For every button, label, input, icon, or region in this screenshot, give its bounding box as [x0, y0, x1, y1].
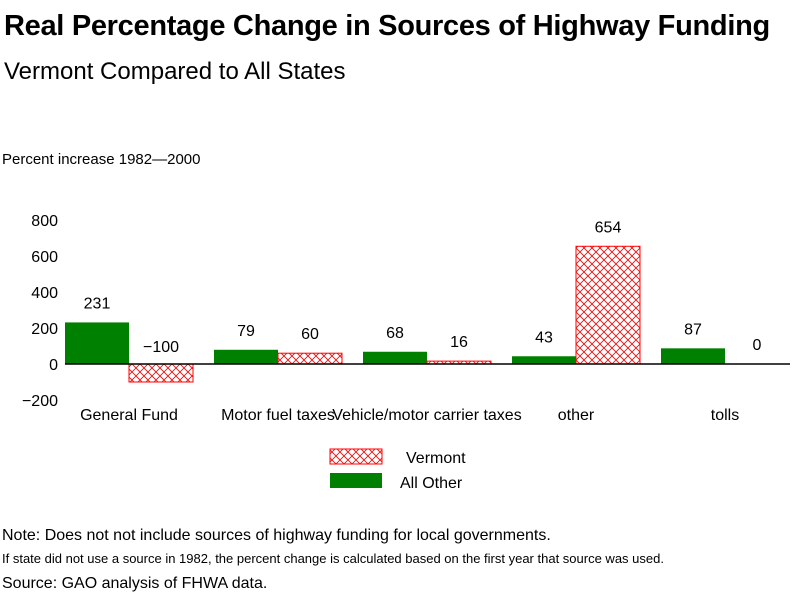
- data-label-vermont: 0: [753, 337, 762, 354]
- bar-all-other: [214, 349, 278, 364]
- legend-swatch-vermont: [329, 448, 383, 465]
- x-category-label: Motor fuel taxes: [221, 407, 335, 424]
- data-label-all-other: 87: [684, 321, 702, 338]
- bar-chart: −200 0 200 400 600 800 231 −100 79 60 68 16 43 654 87…: [22, 213, 790, 492]
- bar-all-other: [363, 351, 427, 364]
- footnote-text: If state did not use a source in 1982, t…: [2, 551, 664, 566]
- x-category-label: other: [558, 407, 595, 424]
- legend-swatch-all-other: [330, 473, 382, 488]
- y-tick-label: 800: [31, 213, 58, 230]
- chart-subtitle: Vermont Compared to All States: [4, 58, 346, 85]
- bar-all-other: [661, 348, 725, 364]
- bar-vermont: [575, 245, 641, 365]
- y-tick-label: 400: [31, 285, 58, 302]
- legend-label-all-other: All Other: [400, 475, 463, 492]
- bar-all-other: [65, 322, 129, 364]
- y-tick-label: −200: [22, 393, 58, 410]
- data-label-vermont: 60: [301, 326, 319, 343]
- y-tick-label: 0: [49, 357, 58, 374]
- x-category-label: tolls: [711, 407, 739, 424]
- legend-label-vermont: Vermont: [406, 450, 466, 467]
- data-label-all-other: 68: [386, 325, 404, 342]
- x-category-label: General Fund: [80, 407, 178, 424]
- y-tick-label: 600: [31, 249, 58, 266]
- data-label-vermont: −100: [143, 339, 179, 356]
- x-category-label: Vehicle/motor carrier taxes: [332, 407, 521, 424]
- data-label-all-other: 43: [535, 329, 553, 346]
- source-text: Source: GAO analysis of FHWA data.: [2, 575, 268, 592]
- y-axis-label: Percent increase 1982—2000: [2, 151, 201, 168]
- data-label-all-other: 231: [84, 295, 111, 312]
- y-tick-label: 200: [31, 321, 58, 338]
- chart-title: Real Percentage Change in Sources of Hig…: [4, 10, 770, 42]
- bar-vermont: [277, 352, 343, 365]
- data-label-vermont: 16: [450, 334, 468, 351]
- legend: Vermont All Other: [329, 448, 466, 492]
- bar-all-other: [512, 356, 576, 364]
- data-label-vermont: 654: [595, 219, 622, 236]
- note-text: Note: Does not not include sources of hi…: [2, 527, 551, 544]
- data-label-all-other: 79: [237, 323, 255, 340]
- bar-vermont: [128, 363, 194, 383]
